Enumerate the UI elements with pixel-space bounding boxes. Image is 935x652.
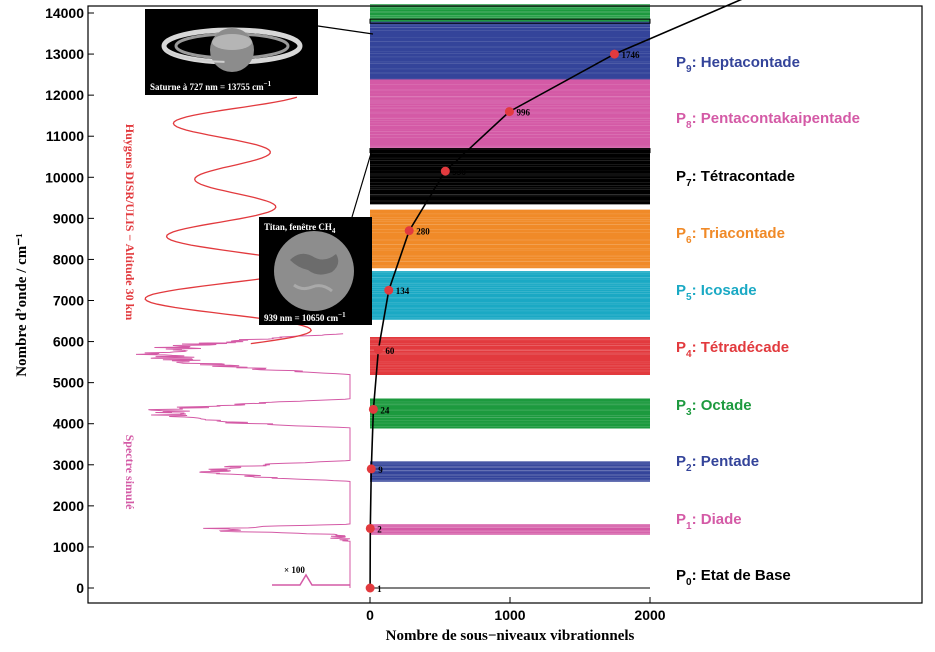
data-label: 134 [396, 286, 410, 296]
data-label: 280 [416, 227, 430, 237]
spectrum-trace [135, 333, 351, 588]
polyad-label: P9: Heptacontade [676, 54, 800, 75]
data-point [384, 285, 394, 295]
y-tick-label: 4000 [53, 416, 84, 432]
huygens-spectrum [144, 96, 312, 345]
polyad-label: P2: Pentade [676, 453, 759, 474]
saturn-caption: Saturne à 727 nm = 13755 cm [150, 82, 264, 92]
polyad-label: P8: Pentacontakaipentade [676, 110, 860, 131]
y-tick-label: 2000 [53, 498, 84, 514]
y-tick-label: 0 [76, 580, 84, 596]
y-tick-label: 1000 [53, 539, 84, 555]
polyad-label: P5: Icosade [676, 282, 757, 303]
data-point [365, 583, 375, 593]
polyad-label: P7: Tétracontade [676, 168, 795, 189]
simulated-spectrum [135, 333, 351, 588]
y-tick-label: 10000 [45, 169, 84, 185]
y-ticks: 0 1000 2000 3000 4000 5000 6000 7000 8000 9000 100… [45, 5, 94, 596]
svg-text:939 nm = 10650 cm−1: 939 nm = 10650 cm−1 [264, 311, 346, 323]
x-tick-label: 2000 [634, 607, 665, 623]
polyad-label: P6: Triacontade [676, 225, 785, 246]
y-tick-label: 13000 [45, 46, 84, 62]
polyad-label: P3: Octade [676, 397, 752, 418]
saturn-band-marker [369, 18, 651, 24]
svg-text:Titan, fenêtre CH4: Titan, fenêtre CH4 [264, 222, 336, 235]
polyad-label: P1: Diade [676, 511, 742, 532]
plot-frame [87, 5, 923, 604]
data-point [373, 345, 383, 355]
data-point [366, 464, 376, 474]
y-tick-label: 11000 [46, 128, 84, 144]
x-ticks: 0 1000 2000 [366, 597, 666, 623]
y-tick-label: 5000 [53, 375, 84, 391]
saturn-caption-sup: −1 [264, 80, 272, 88]
huygens-label: Huygens DISR/ULIS − Altitude 30 km [123, 124, 137, 321]
y-tick-label: 3000 [53, 457, 84, 473]
sublevel-markers: 1 2 9 24 60 134 280 538 996 1746 [365, 49, 640, 594]
saturn-image: Saturne à 727 nm = 13755 cm−1 [145, 9, 374, 95]
x100-label: × 100 [284, 565, 305, 575]
titan-image: Titan, fenêtre CH4 939 nm = 10650 cm−1 [259, 149, 373, 325]
polyad-labels: P0: Etat de Base P1: Diade P2: Pentade P3: … [676, 54, 860, 588]
data-label: 24 [380, 405, 390, 415]
titan-caption-sup: −1 [338, 311, 346, 319]
titan-title-sub: 4 [332, 227, 336, 235]
x-tick-label: 1000 [494, 607, 525, 623]
x-axis-label: Nombre de sous−niveaux vibrationnels [386, 628, 635, 644]
y-tick-label: 6000 [53, 334, 84, 350]
data-point [440, 166, 450, 176]
y-tick-label: 14000 [45, 5, 84, 21]
data-label: 1746 [621, 50, 640, 60]
y-tick-label: 7000 [53, 293, 84, 309]
data-point [368, 404, 378, 414]
y-tick-label: 8000 [53, 251, 84, 267]
polyad-label: P0: Etat de Base [676, 567, 791, 588]
data-label: 538 [452, 167, 466, 177]
polyad-label: P4: Tétradécade [676, 339, 789, 360]
polyad-levels [369, 4, 651, 589]
data-point [504, 107, 514, 117]
y-axis-label: Nombre d’onde / cm⁻¹ [14, 233, 30, 376]
x-tick-label: 0 [366, 607, 374, 623]
spectrum-peak-x100 [272, 573, 350, 586]
data-point [365, 523, 375, 533]
titan-title: Titan, fenêtre CH [264, 222, 332, 232]
data-label: 2 [377, 524, 382, 534]
data-label: 60 [385, 346, 395, 356]
titan-caption: 939 nm = 10650 cm [264, 313, 339, 323]
data-label: 996 [516, 108, 530, 118]
svg-text:Saturne à 727 nm = 13755 cm−1: Saturne à 727 nm = 13755 cm−1 [150, 80, 272, 92]
data-label: 1 [377, 584, 382, 594]
huygens-trace [144, 96, 312, 345]
titan-band-marker [369, 148, 651, 154]
y-tick-label: 12000 [45, 87, 84, 103]
data-point [609, 49, 619, 59]
spectre-label: Spectre simulé [123, 435, 137, 510]
data-point [404, 226, 414, 236]
data-label: 9 [378, 465, 383, 475]
y-tick-label: 9000 [53, 210, 84, 226]
